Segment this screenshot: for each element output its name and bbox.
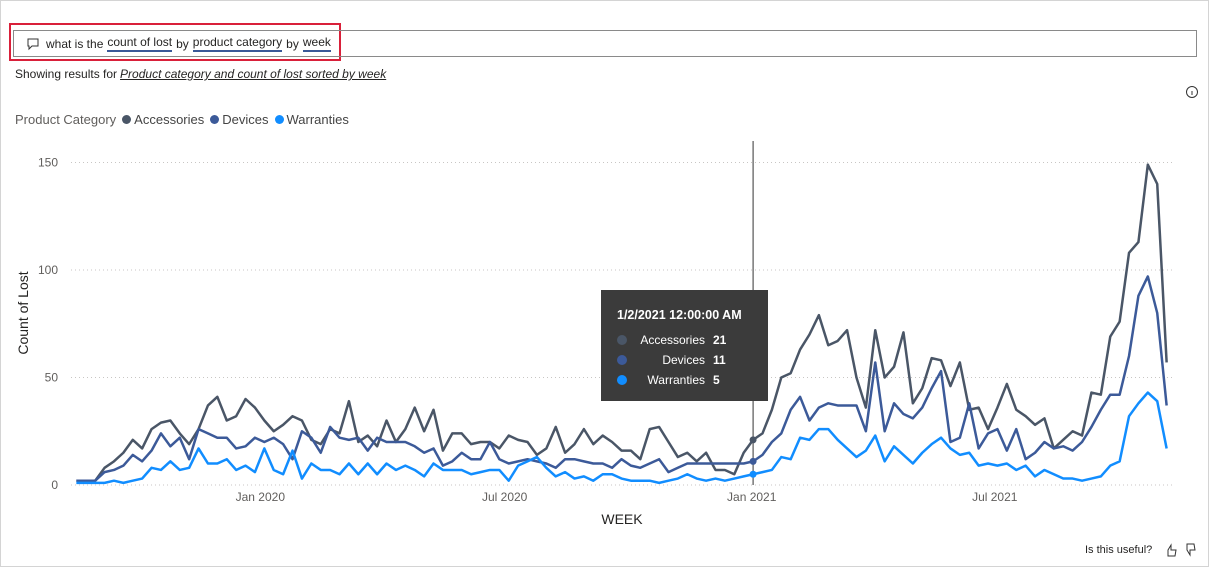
legend-title: Product Category — [15, 112, 117, 127]
legend-label: Devices — [222, 112, 269, 127]
tooltip-value: 11 — [713, 353, 726, 367]
legend-label: Accessories — [134, 112, 205, 127]
x-axis-label: WEEK — [601, 511, 643, 527]
feedback-label: Is this useful? — [1085, 544, 1153, 556]
showing-link[interactable]: Product category and count of lost sorte… — [120, 67, 387, 81]
series-line — [76, 275, 1168, 482]
hover-point — [749, 457, 757, 465]
legend-item: Accessories — [122, 112, 204, 127]
tooltip-dot — [617, 375, 627, 385]
legend-label: Warranties — [286, 112, 349, 127]
y-tick-label: 0 — [51, 478, 58, 492]
legend-dot — [274, 115, 284, 124]
x-tick-label: Jul 2021 — [972, 490, 1018, 504]
legend-item: Warranties — [274, 112, 349, 127]
tooltip-name: Warranties — [647, 373, 705, 387]
y-tick-label: 50 — [45, 371, 59, 385]
thumb-down[interactable] — [1186, 543, 1196, 557]
x-tick-label: Jan 2021 — [727, 490, 777, 504]
query-term: product category — [192, 35, 283, 52]
query-term: by — [286, 36, 299, 51]
x-tick-label: Jan 2020 — [236, 490, 286, 504]
thumb-up[interactable] — [1167, 543, 1177, 557]
hover-point — [749, 470, 757, 478]
query-highlight — [9, 23, 341, 61]
tooltip: 1/2/2021 12:00:00 AM Accessories 21 Devices… — [601, 290, 768, 401]
tooltip-name: Devices — [662, 353, 705, 367]
chat-icon — [27, 38, 39, 50]
legend: Product Category Accessories Devices Warran… — [15, 112, 349, 127]
tooltip-value: 21 — [713, 333, 727, 347]
x-tick-label: Jul 2020 — [482, 490, 528, 504]
query-term: by — [176, 36, 189, 51]
tooltip-title: 1/2/2021 12:00:00 AM — [617, 308, 742, 322]
info-icon[interactable] — [1186, 86, 1198, 98]
legend-dot — [210, 115, 220, 124]
showing-results: Showing results for Product category and … — [15, 67, 386, 81]
y-tick-label: 100 — [38, 263, 58, 277]
query-term: week — [302, 35, 331, 52]
search-box[interactable]: what is the count of lost by product catego… — [13, 30, 1197, 57]
tooltip-row: Warranties 5 — [617, 370, 768, 390]
showing-prefix: Showing results for — [15, 67, 118, 81]
y-axis-label: Count of Lost — [15, 271, 31, 354]
tooltip-row: Devices 11 — [617, 350, 768, 370]
tooltip-name: Accessories — [640, 333, 705, 347]
series-line — [76, 391, 1168, 485]
query-term: count of lost — [107, 35, 173, 52]
query-term: what is the — [46, 36, 104, 51]
legend-item: Devices — [210, 112, 269, 127]
tooltip-row: Accessories 21 — [617, 330, 768, 350]
series-line — [76, 163, 1168, 482]
tooltip-dot — [617, 355, 627, 365]
tooltip-dot — [617, 335, 627, 345]
y-tick-label: 150 — [38, 156, 58, 170]
legend-dot — [122, 115, 132, 124]
tooltip-value: 5 — [713, 373, 720, 387]
hover-point — [749, 436, 757, 444]
